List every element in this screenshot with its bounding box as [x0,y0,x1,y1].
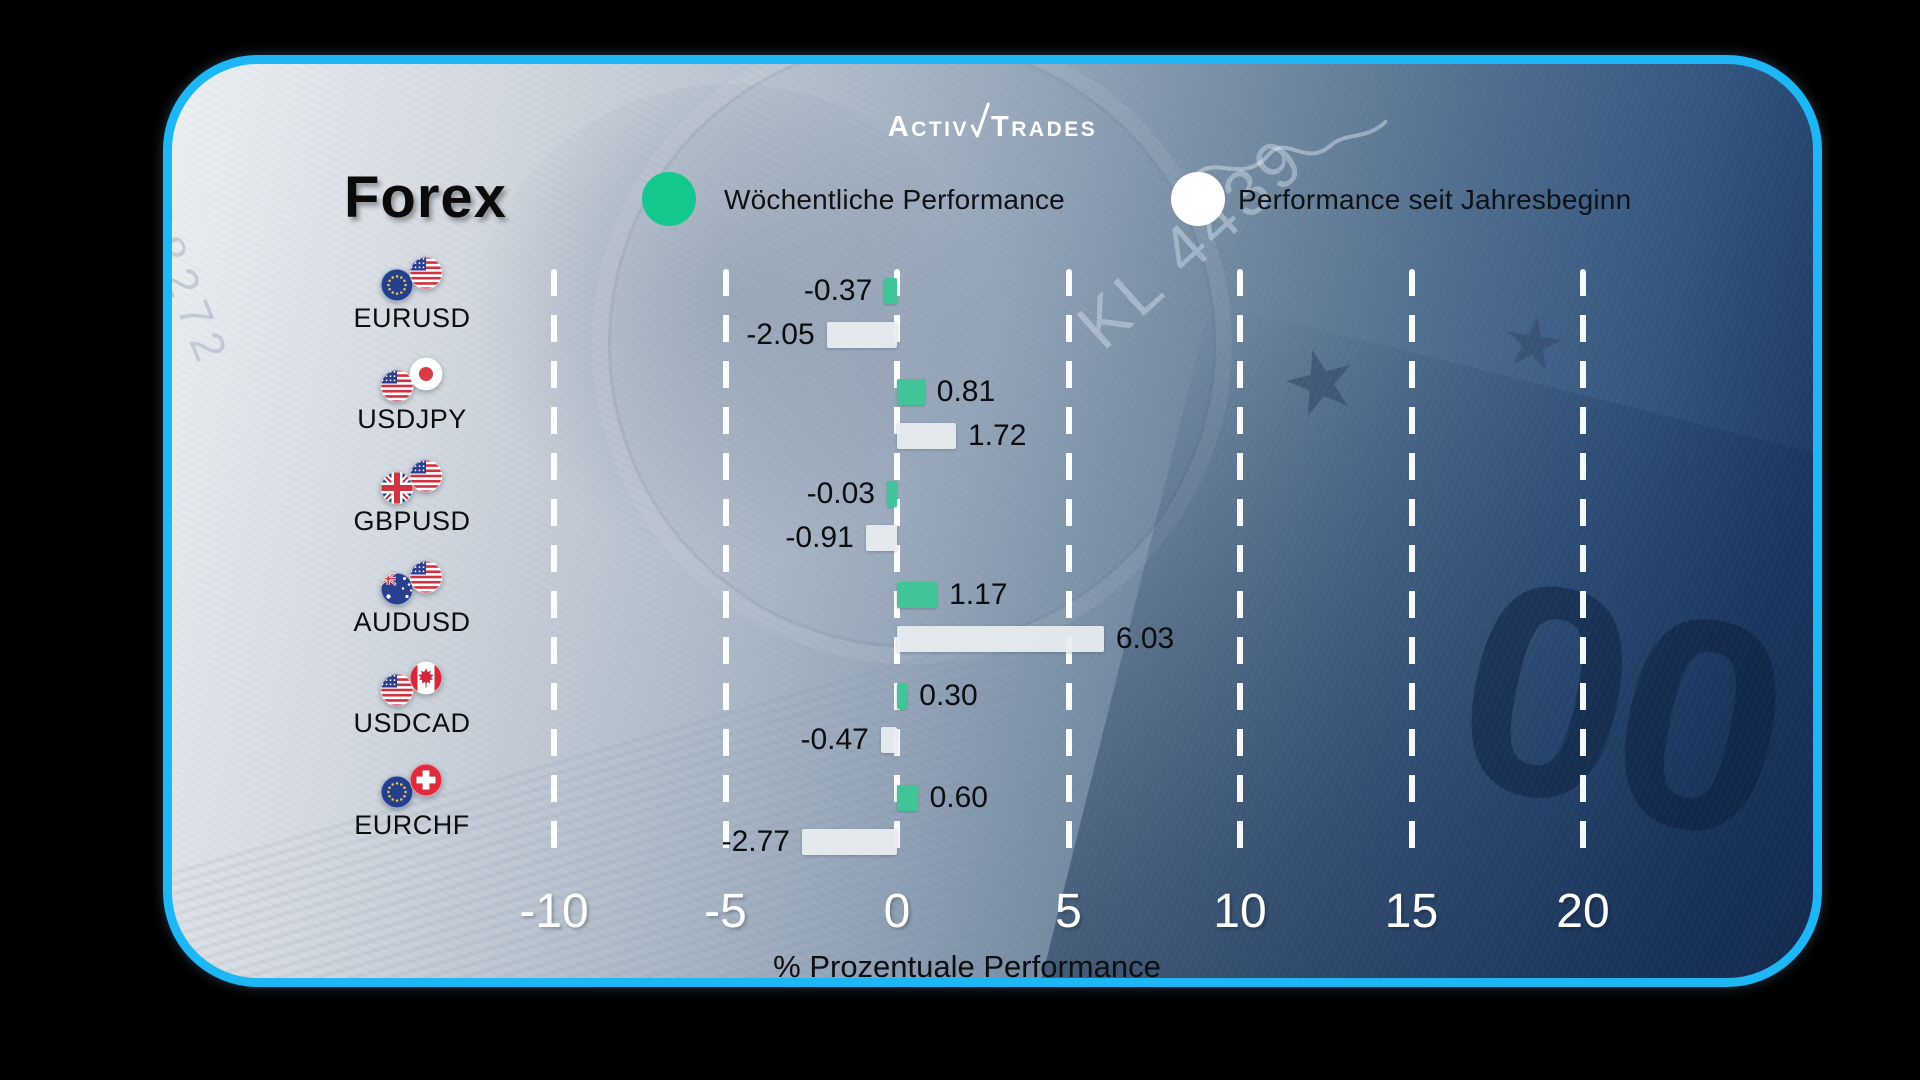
bar-value-label: 0.30 [919,679,978,713]
ytd-bar-gbpusd [865,524,897,551]
x-tick-label-10: 10 [1213,885,1267,938]
usdjpy-flag-pair-icon [380,357,444,403]
pair-row-usdjpy: USDJPY [317,357,507,435]
gridline--10 [551,269,557,865]
pair-label: USDCAD [353,708,471,739]
pair-label: GBPUSD [353,505,471,536]
background-euro-star-icon: ★ [1496,299,1571,387]
x-tick-label-15: 15 [1384,885,1439,938]
logo-check-icon [970,102,990,138]
gbpusd-flag-pair-icon [380,459,444,505]
weekly-bar-eurusd [884,278,897,304]
pair-label: EURCHF [354,809,470,840]
x-tick-label-20: 20 [1556,885,1610,938]
weekly-bar-gbpusd [887,480,897,507]
ytd-bar-usdjpy [897,423,956,450]
bar-value-label: -0.37 [803,274,873,307]
bar-value-label: -2.05 [746,318,815,351]
weekly-bar-usdcad [897,683,908,710]
bar-value-label: -0.03 [806,476,875,510]
pair-row-audusd: AUDUSD [317,560,507,638]
x-tick-label--5: -5 [704,885,747,938]
background-euro-digits: 00 [1430,510,1808,904]
ytd-bar-eurchf [802,828,897,855]
background-euro-star-icon: ★ [1271,326,1370,438]
audusd-flag-pair-icon [380,560,444,606]
bar-value-label: -2.77 [721,824,790,858]
gridline-20 [1580,269,1586,865]
gridline-15 [1408,269,1415,865]
logo-word-trades: Trades [991,111,1098,143]
gridline-5 [1065,269,1072,865]
bar-value-label: -0.91 [785,520,854,554]
x-tick-label--10: -10 [519,885,589,938]
x-axis-title: % Prozentuale Performance [773,949,1161,984]
pair-row-eurusd: EURUSD [317,256,507,334]
pair-label: USDJPY [357,404,467,435]
legend-ytd-dot [1171,172,1225,226]
legend-weekly-label: Wöchentliche Performance [724,184,1065,215]
gridline-0 [894,269,900,865]
ytd-bar-usdcad [880,727,897,754]
gridline-10 [1237,269,1243,865]
usdcad-flag-pair-icon [380,661,444,707]
weekly-bar-audusd [897,581,938,608]
x-tick-label-5: 5 [1055,885,1082,938]
background-coin-ring-art [592,64,1232,664]
pair-row-usdcad: USDCAD [317,661,507,739]
bar-value-label: -0.47 [800,723,869,757]
logo-word-activ: Activ [887,111,970,143]
bar-value-label: 1.17 [949,577,1008,611]
pair-row-eurchf: EURCHF [317,763,507,841]
background-serial-number: KL 4439 [1063,121,1320,363]
eurusd-flag-pair-icon [380,256,444,302]
pair-row-gbpusd: GBPUSD [317,459,507,537]
ytd-bar-eurusd [826,322,897,348]
forex-performance-card: KL 4439 398272 00 ★ ★ Activ Trades Forex… [163,55,1822,987]
background-serial-number-left: 398272 [163,164,241,377]
bar-value-label: 0.81 [936,375,996,409]
x-tick-label-0: 0 [883,885,911,938]
bar-value-label: 6.03 [1115,621,1175,655]
weekly-bar-usdjpy [897,379,925,406]
pair-label: AUDUSD [353,606,471,637]
bar-value-label: 1.72 [967,419,1027,453]
bar-value-label: 0.60 [929,780,988,814]
pair-label: EURUSD [353,303,471,333]
gridline--5 [722,269,729,865]
legend-ytd-label: Performance seit Jahresbeginn [1238,184,1632,215]
activtrades-logo: Activ Trades [888,98,1098,144]
eurchf-flag-pair-icon [380,763,444,809]
legend-weekly-dot [642,172,696,226]
weekly-bar-eurchf [897,784,918,811]
page-title: Forex [344,165,507,230]
ytd-bar-audusd [897,625,1104,652]
